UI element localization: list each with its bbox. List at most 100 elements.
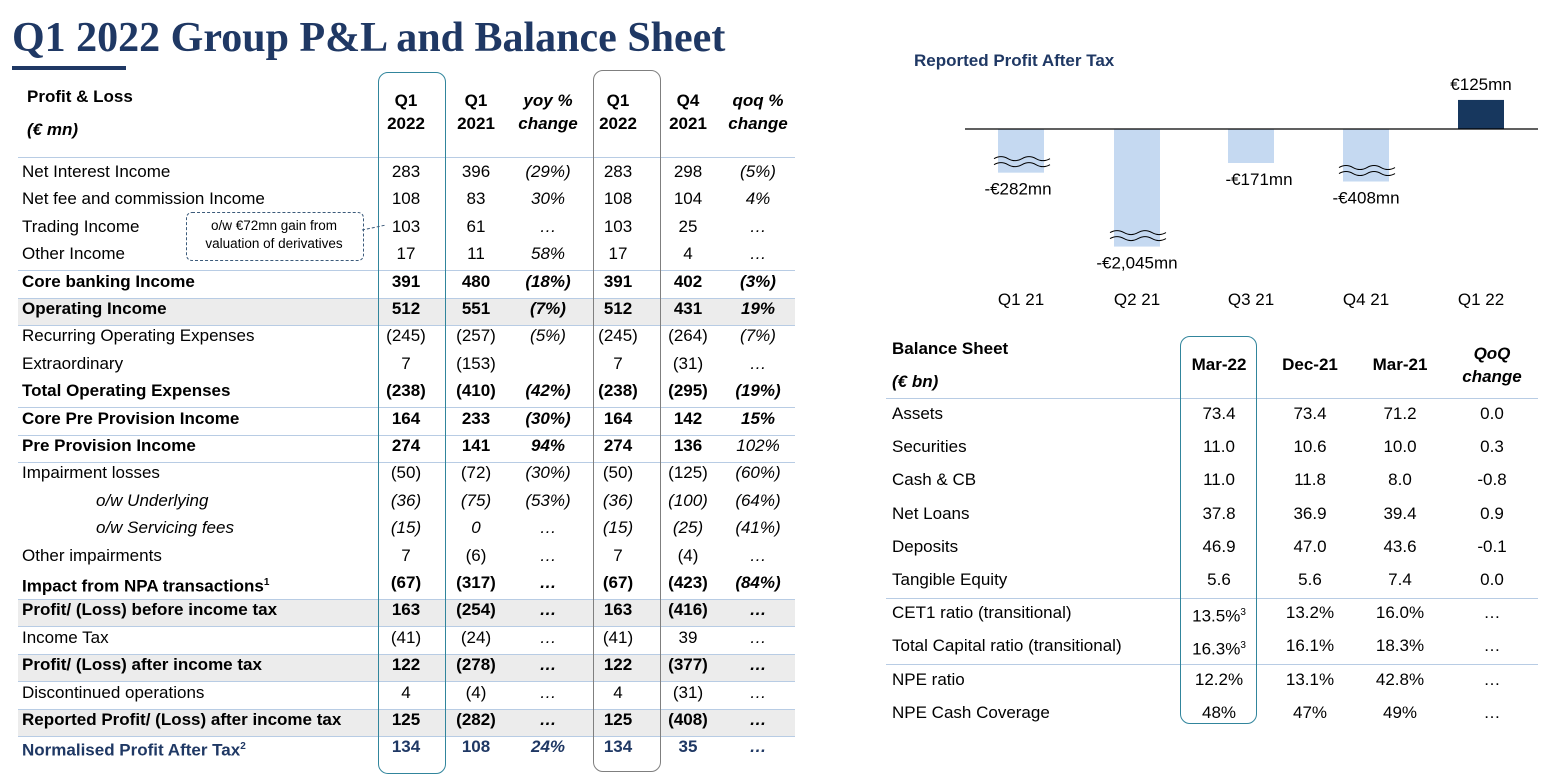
cell: 11.0 [1203,470,1235,490]
column-header: 2022 [387,114,425,133]
cell: (7%) [740,326,776,346]
callout-text: o/w €72mn gain from [210,218,338,233]
row-label: Assets [892,404,944,423]
cell: (408) [668,710,708,729]
value-label: -€282mn [984,180,1051,199]
cell: (295) [668,381,708,401]
cell: 12.2% [1194,669,1244,689]
cell: 233 [461,408,491,428]
cell: 163 [391,600,421,620]
bar [1458,99,1504,129]
callout-box [186,212,364,261]
cell: 5.6 [1207,570,1231,589]
cell: … [539,216,557,236]
cell: (257) [456,326,496,346]
cell: 7 [613,353,623,373]
cell: 83 [466,189,486,209]
cell: (5%) [530,326,566,346]
cell: 125 [603,710,633,729]
row-label: Impairment losses [22,463,160,483]
cell: 391 [391,271,421,291]
cell: 94% [530,436,566,455]
cell: … [539,627,557,647]
cell: (29%) [525,162,571,181]
cell: … [1483,669,1501,689]
rule [18,157,795,158]
row-label: NPE Cash Coverage [892,702,1050,722]
cell: (100) [668,490,708,510]
row-label: Normalised Profit After Tax2 [22,741,246,761]
column-header: qoq % [732,91,784,110]
cell: 13.2% [1285,603,1335,623]
cell: 0.0 [1480,570,1504,589]
cell: 39 [678,627,698,647]
cell: 16.0% [1375,603,1425,623]
column-header: Mar-22 [1191,355,1247,374]
row-label: Cash & CB [892,470,977,490]
cell: 141 [461,436,491,455]
cell: 164 [603,408,633,428]
cell: 163 [603,600,633,620]
cell: 108 [391,189,421,209]
cell: … [749,244,767,264]
cell: (60%) [735,463,781,483]
row-shading [18,654,795,682]
cell: 125 [391,710,421,729]
cell: (282) [456,710,496,729]
cell: 4 [613,682,623,702]
cell: 47.0 [1293,536,1327,556]
cell: … [749,655,767,675]
cell: 18.3% [1375,636,1425,656]
callout-text: valuation of derivatives [205,236,343,251]
bar [1228,129,1274,163]
row-shading [18,599,795,627]
cell: 7.4 [1388,570,1412,589]
cell: (416) [668,600,708,620]
cell: (53%) [525,490,571,510]
footnote-ref: 2 [240,741,246,753]
cell: 24% [530,737,566,757]
cell: 164 [391,408,421,428]
cell: 11.8 [1294,470,1326,490]
cell: (245) [598,326,638,346]
cell: (67) [602,573,634,592]
cell: 134 [603,737,633,757]
row-label: o/w Underlying [96,490,209,510]
cell: 0 [471,518,481,538]
cell: (410) [456,381,496,401]
cell: (30%) [525,463,571,483]
chart-title: Reported Profit After Tax [914,51,1115,70]
row-label: Discontinued operations [22,682,205,702]
cell: -0.1 [1477,536,1507,556]
row-label: Profit/ (Loss) after income tax [22,655,262,675]
axis-break [1338,165,1396,171]
cell: (238) [386,381,426,401]
cell: … [539,682,557,702]
column-header: 2021 [669,114,707,133]
pnl-unit: (€ mn) [27,120,78,139]
cell: 103 [391,216,421,236]
cell: 0.3 [1480,437,1504,457]
row-shading [18,709,795,736]
x-tick-label: Q1 21 [998,290,1044,309]
cell: (3%) [740,271,776,291]
cell: 103 [603,216,633,236]
cell: (50) [390,463,422,483]
column-highlight [1180,336,1257,724]
cell: 39.4 [1383,503,1417,523]
rule [18,681,795,683]
x-tick-label: Q1 22 [1458,290,1504,309]
cell: 48% [1201,702,1237,722]
cell: (31) [672,682,704,702]
cell: 4 [683,244,693,264]
cell: (67) [390,573,422,592]
cell: 19% [740,299,776,318]
axis-break [993,162,1051,168]
column-header: Q4 [676,91,700,110]
column-header: Mar-21 [1372,355,1428,374]
cell: 108 [461,737,491,757]
cell: 512 [391,299,421,318]
cell: 13.5%3 [1192,606,1246,626]
cell: 16.3%3 [1192,640,1246,660]
